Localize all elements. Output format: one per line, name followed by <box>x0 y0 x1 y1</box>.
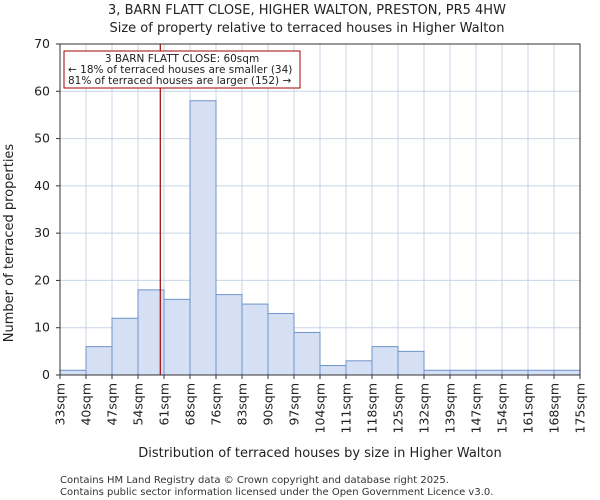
y-tick-label: 30 <box>34 225 50 240</box>
x-tick-label: 76sqm <box>209 383 224 426</box>
x-tick-label: 54sqm <box>131 383 146 426</box>
histogram-bar <box>241 303 269 376</box>
histogram-bar <box>189 100 217 376</box>
x-tick-label: 175sqm <box>573 383 588 433</box>
y-ticks: 0 10 20 30 40 50 60 70 <box>34 36 60 382</box>
x-tick-label: 125sqm <box>391 383 406 433</box>
x-tick-label: 154sqm <box>495 383 510 433</box>
x-axis-label: Distribution of terraced houses by size … <box>138 446 501 461</box>
chart-subtitle: Size of property relative to terraced ho… <box>109 21 504 36</box>
histogram-bar <box>267 313 295 376</box>
y-axis-label: Number of terraced properties <box>2 144 17 343</box>
x-tick-label: 61sqm <box>157 383 172 426</box>
histogram-bar <box>137 289 165 376</box>
histogram-bar <box>527 369 555 376</box>
histogram-bar <box>319 365 347 376</box>
x-tick-label: 139sqm <box>443 383 458 433</box>
footer-line-2: Contains public sector information licen… <box>60 487 493 498</box>
x-tick-label: 168sqm <box>547 383 562 433</box>
histogram-bar <box>215 294 243 376</box>
x-tick-label: 161sqm <box>521 383 536 433</box>
histogram-bar <box>475 369 503 376</box>
annotation-box: 3 BARN FLATT CLOSE: 60sqm ← 18% of terra… <box>63 50 301 89</box>
x-tick-label: 90sqm <box>261 383 276 426</box>
y-tick-label: 20 <box>34 272 50 287</box>
histogram-bar <box>371 346 399 376</box>
y-tick-label: 60 <box>34 83 50 98</box>
x-tick-label: 147sqm <box>469 383 484 433</box>
x-ticks: 33sqm 40sqm 47sqm 54sqm 61sqm 68sqm 76sqm 83sqm… <box>53 375 588 433</box>
x-tick-label: 132sqm <box>417 383 432 433</box>
y-tick-label: 50 <box>34 131 50 146</box>
histogram-bar <box>423 369 451 376</box>
bars <box>59 100 581 376</box>
histogram-bar <box>501 369 529 376</box>
histogram-bar <box>85 346 113 376</box>
x-tick-label: 40sqm <box>79 383 94 426</box>
y-tick-label: 0 <box>42 367 50 382</box>
annotation-line-1: 3 BARN FLATT CLOSE: 60sqm <box>105 53 259 65</box>
annotation-frame <box>63 50 301 89</box>
x-tick-label: 47sqm <box>105 383 120 426</box>
x-tick-label: 97sqm <box>287 383 302 426</box>
x-tick-label: 104sqm <box>313 383 328 433</box>
histogram-bar <box>397 350 425 376</box>
footer-line-1: Contains HM Land Registry data © Crown c… <box>60 475 449 486</box>
annotation-line-3: 81% of terraced houses are larger (152) … <box>68 75 291 87</box>
histogram-bar <box>345 360 373 376</box>
chart-title: 3, BARN FLATT CLOSE, HIGHER WALTON, PRES… <box>108 3 506 18</box>
x-tick-label: 111sqm <box>339 383 354 433</box>
x-tick-label: 83sqm <box>235 383 250 426</box>
x-tick-label: 33sqm <box>53 383 68 426</box>
histogram-bar <box>553 369 581 376</box>
y-tick-label: 70 <box>34 36 50 51</box>
x-tick-label: 118sqm <box>365 383 380 433</box>
annotation-line-2: ← 18% of terraced houses are smaller (34… <box>68 64 292 76</box>
histogram-bar <box>449 369 477 376</box>
histogram-bar <box>111 317 139 376</box>
y-tick-label: 10 <box>34 320 50 335</box>
histogram-bar <box>163 298 191 376</box>
histogram-bar <box>59 369 87 376</box>
histogram-bar <box>293 331 321 376</box>
y-tick-label: 40 <box>34 178 50 193</box>
x-tick-label: 68sqm <box>183 383 198 426</box>
